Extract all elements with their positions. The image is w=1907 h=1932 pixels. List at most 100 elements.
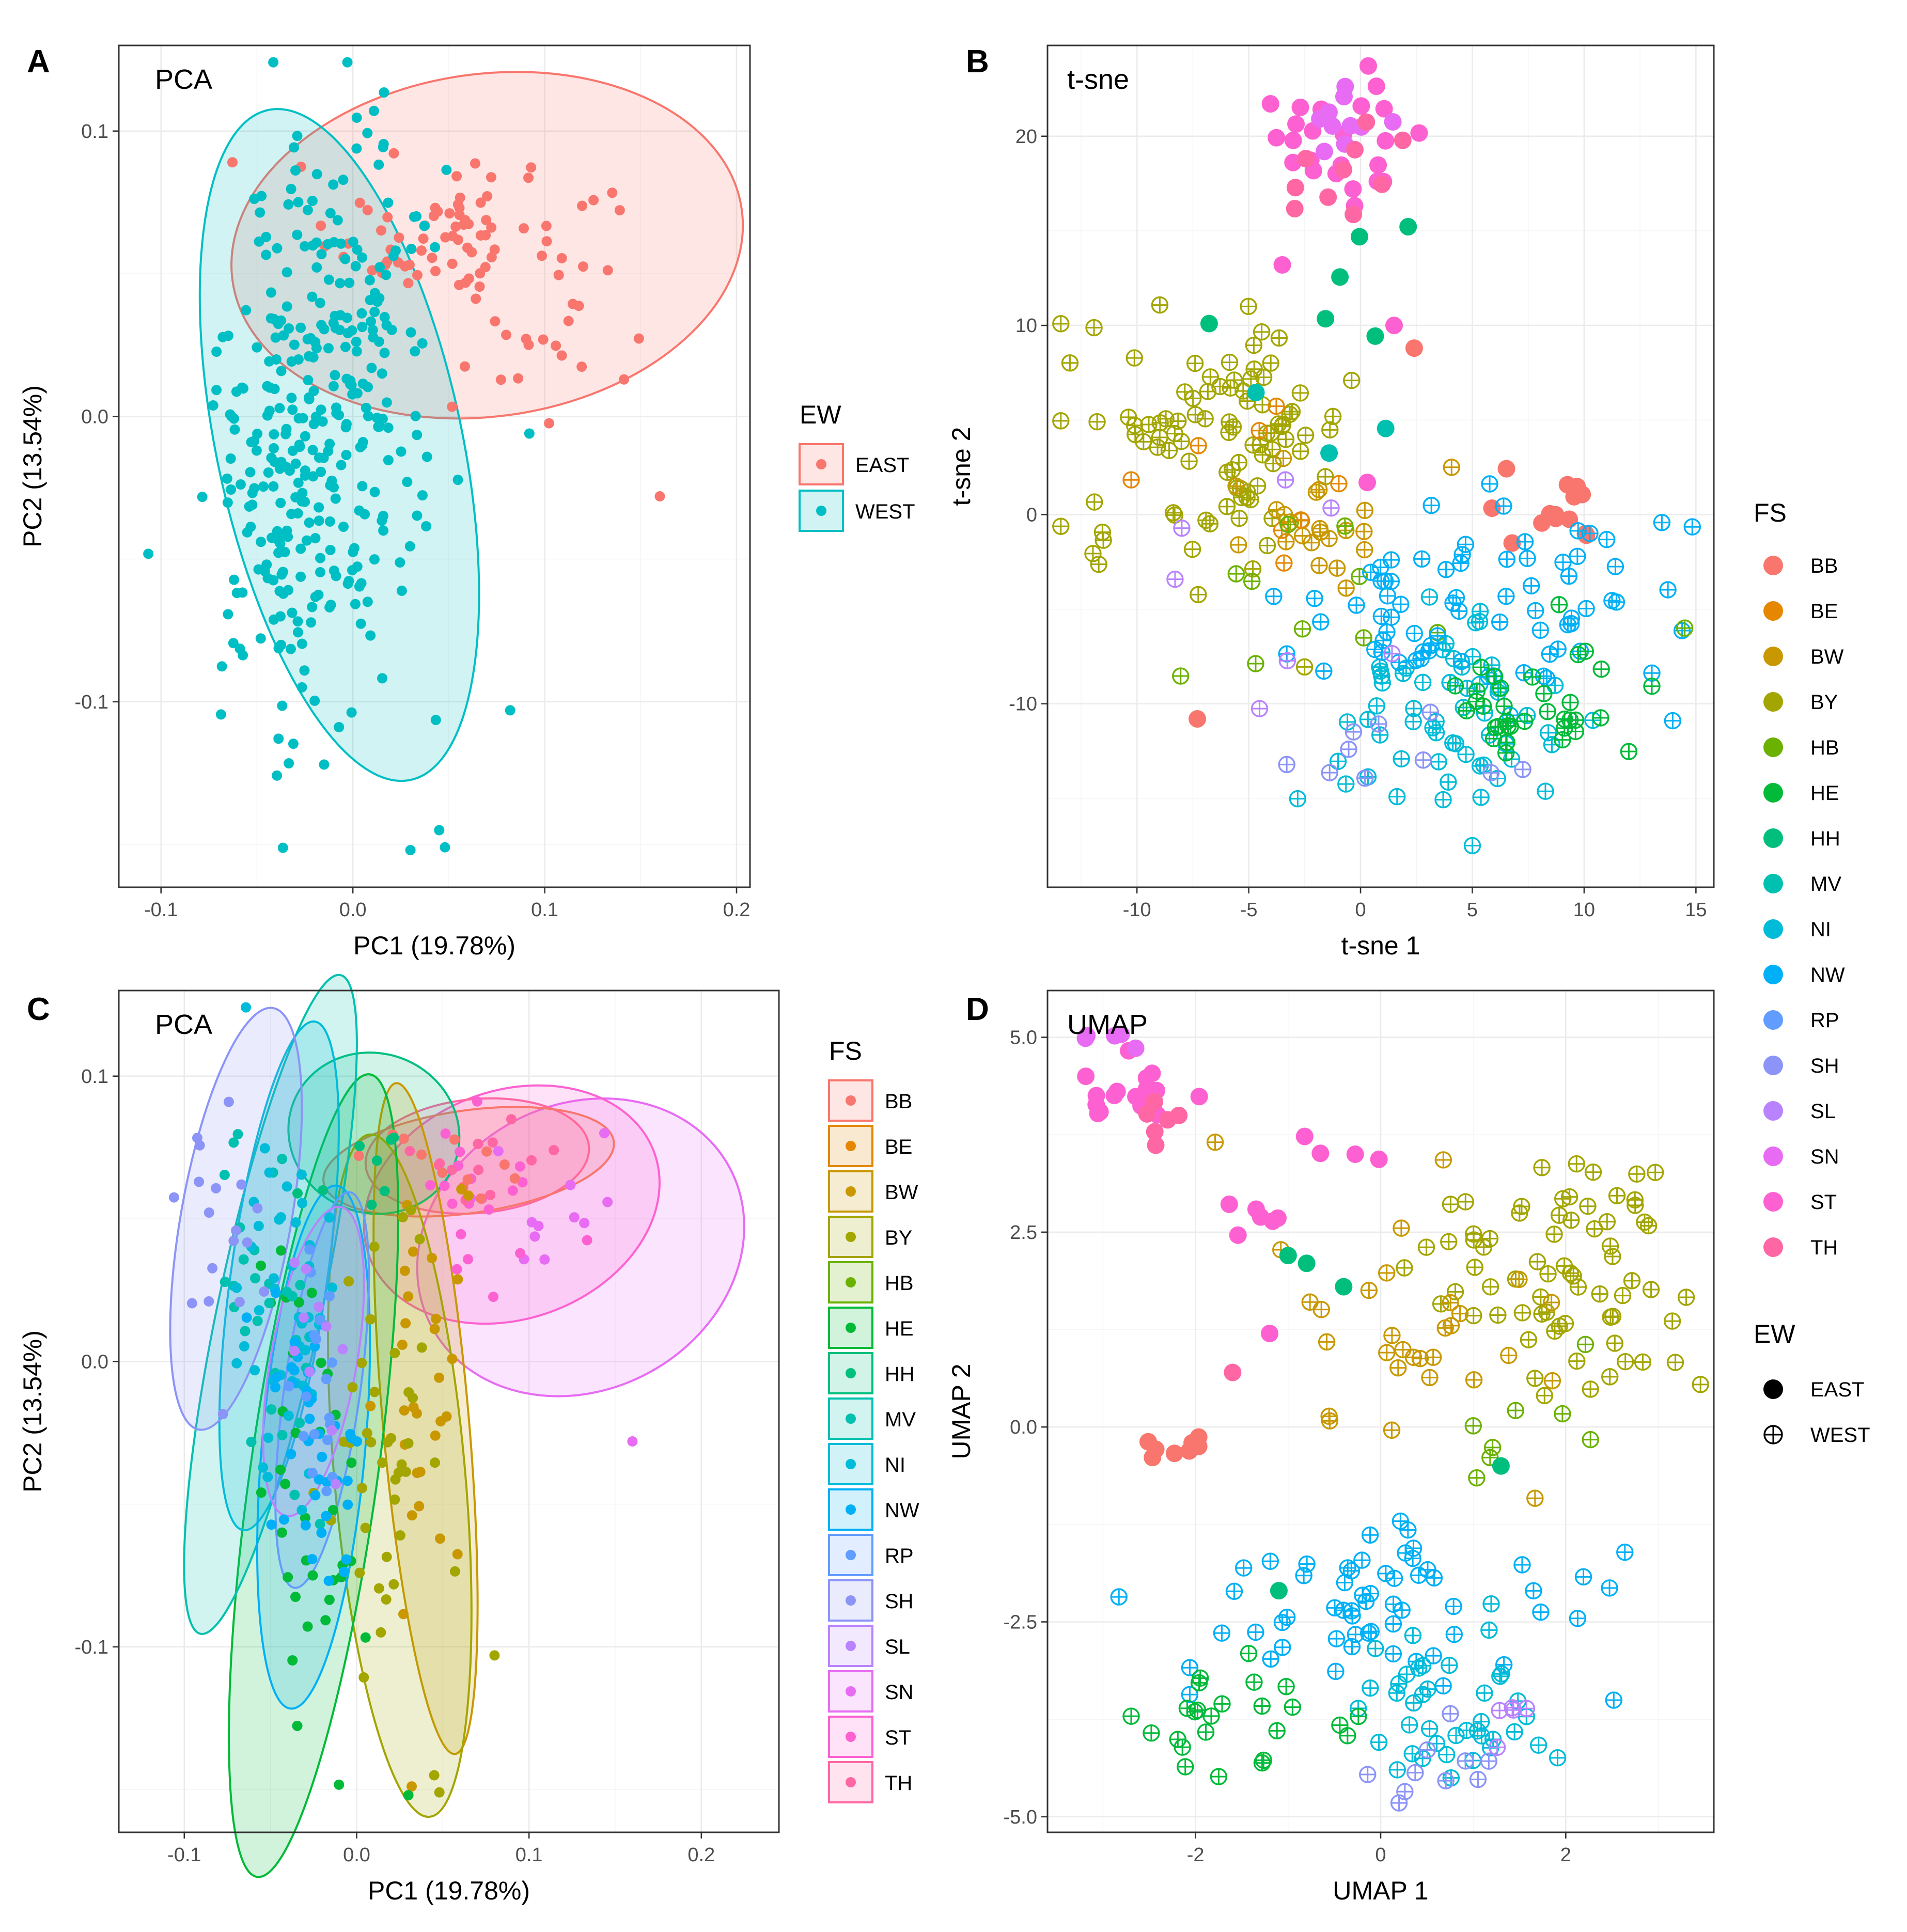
point-by: [489, 1650, 500, 1661]
point-nw: [304, 1413, 315, 1424]
point-west: [287, 445, 298, 456]
point-west: [383, 197, 394, 208]
point-west: [336, 460, 347, 470]
point-bw-west: [1543, 1372, 1561, 1390]
legend-label: SL: [1810, 1100, 1836, 1123]
point-mv: [277, 1154, 288, 1165]
point-nw-west: [1607, 593, 1625, 611]
point-th: [1147, 1136, 1165, 1154]
point-he-west: [1498, 733, 1515, 751]
point-west: [307, 195, 318, 206]
legend-ew-panel-a: EW EAST WEST: [799, 400, 915, 532]
point-by-west: [1569, 1278, 1587, 1296]
point-st: [1375, 100, 1393, 118]
point-nw-west: [1601, 1579, 1618, 1597]
point-west: [316, 404, 326, 415]
point-by-west: [1263, 441, 1281, 459]
point-east: [400, 261, 411, 272]
point-he-west: [1253, 1697, 1271, 1715]
point-sl-west: [1505, 1701, 1522, 1719]
point-he-west: [1561, 694, 1579, 711]
point-sh-west: [1457, 1752, 1474, 1770]
point-east: [633, 333, 644, 344]
point-by-west: [1642, 1281, 1660, 1298]
point-nw-west: [1513, 1556, 1531, 1574]
x-tick-label: -0.1: [144, 899, 178, 921]
point-sh-west: [1278, 756, 1295, 774]
point-west: [357, 322, 368, 333]
legend-label: NI: [1810, 918, 1831, 941]
point-west: [347, 325, 357, 336]
x-axis-title: PC1 (19.78%): [368, 1876, 530, 1905]
point-nw-west: [1598, 530, 1616, 548]
point-ni-west: [1414, 673, 1432, 692]
point-he-west: [1576, 642, 1595, 660]
point-by-west: [1666, 1354, 1684, 1371]
point-nw-west: [1577, 600, 1595, 618]
legend-item-sl: SL: [828, 1625, 910, 1667]
point-ni-west: [1404, 713, 1422, 731]
legend-item-he: HE: [828, 1307, 914, 1349]
confidence-ellipses: [198, 71, 744, 782]
point-he: [327, 1504, 338, 1515]
point-west: [434, 825, 445, 836]
point-by-west: [1242, 491, 1259, 509]
point-east: [480, 262, 491, 273]
point-west: [355, 442, 366, 452]
point-hb-west: [1483, 1439, 1502, 1456]
ellipse-sh: [169, 1007, 303, 1431]
point-nw-west: [1393, 1601, 1411, 1619]
point-mv: [250, 1273, 261, 1284]
point-nw-west: [1437, 561, 1455, 578]
point-east: [619, 374, 630, 385]
point-west: [338, 521, 349, 532]
point-west: [269, 313, 279, 324]
legend-item-east: EAST: [799, 443, 909, 485]
point-bw: [414, 1501, 425, 1512]
point-sl: [289, 1257, 300, 1268]
point-east: [501, 329, 512, 340]
point-he: [300, 1513, 310, 1523]
point-hb-west: [1336, 517, 1354, 535]
legend-key-dot: [1763, 647, 1783, 666]
point-ni-west: [1489, 769, 1506, 788]
point-bw: [399, 1405, 410, 1416]
point-st: [488, 1292, 499, 1302]
point-west: [284, 465, 295, 476]
point-sh: [194, 1176, 205, 1187]
point-hh: [1331, 268, 1349, 286]
point-sl: [330, 1479, 341, 1489]
point-west: [255, 633, 266, 644]
point-be-west: [1292, 511, 1310, 529]
point-sh: [192, 1133, 202, 1143]
point-west: [284, 758, 294, 769]
point-by-west: [1440, 1233, 1458, 1251]
point-th: [1296, 150, 1315, 168]
axis-ticks: -0.1 0.0 0.1 0.2 -0.1 0.0 0.1: [75, 121, 751, 921]
point-west: [361, 402, 371, 413]
point-east: [447, 401, 458, 412]
point-by: [403, 1387, 414, 1397]
point-bw: [408, 1402, 419, 1413]
point-east: [551, 340, 561, 351]
point-by: [434, 1787, 445, 1798]
point-ni-west: [1398, 1666, 1416, 1683]
point-th: [1286, 179, 1304, 197]
point-east: [544, 418, 555, 429]
point-th: [526, 1155, 537, 1166]
point-west: [412, 510, 423, 521]
point-west: [505, 705, 515, 716]
point-he: [346, 1457, 357, 1468]
point-west: [208, 400, 218, 411]
point-sn: [1341, 117, 1359, 135]
point-west: [229, 574, 240, 585]
point-west: [225, 453, 236, 464]
point-west: [330, 323, 341, 334]
point-west: [251, 445, 262, 456]
point-sh-west: [1514, 761, 1531, 778]
point-west: [395, 557, 405, 568]
y-tick-label: -0.1: [75, 1637, 108, 1658]
ellipse-east: [230, 71, 744, 420]
y-tick-label: -5.0: [1004, 1807, 1037, 1828]
point-west: [411, 211, 422, 222]
